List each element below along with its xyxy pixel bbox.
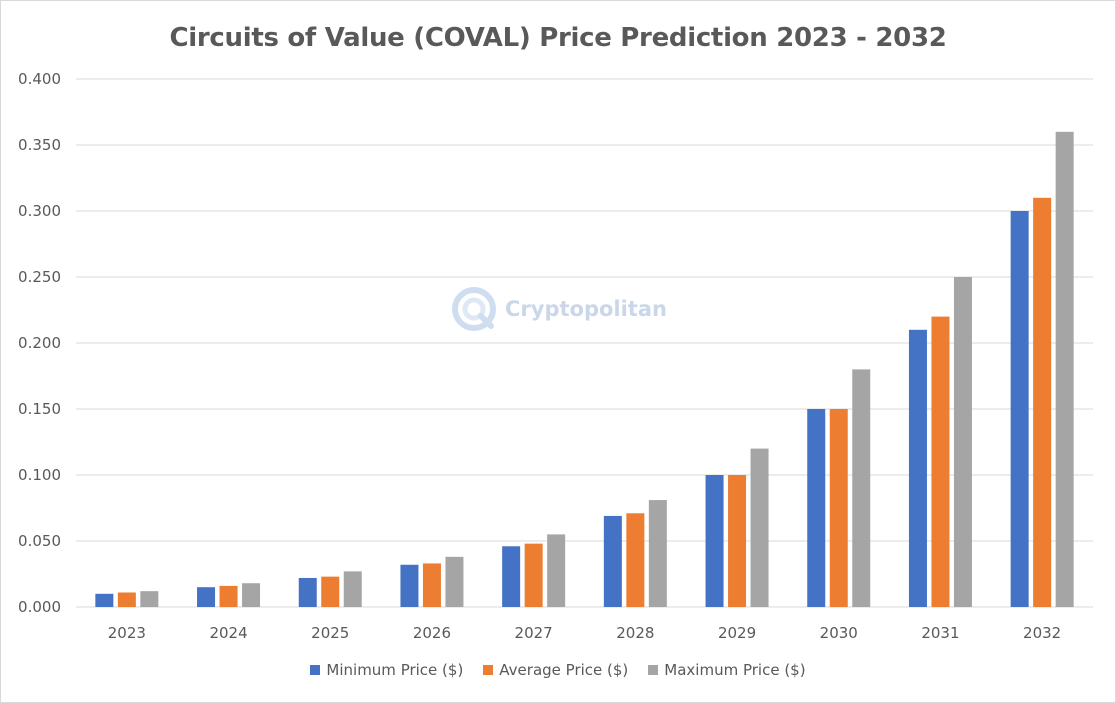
bar-2031-series-0 [908, 329, 927, 607]
legend-label: Maximum Price ($) [664, 661, 806, 679]
legend-swatch [483, 665, 494, 675]
bar-2031-series-1 [931, 316, 950, 607]
bar-2023-series-1 [117, 592, 136, 607]
y-tick-label: 0.200 [18, 334, 61, 352]
x-tick-label: 2031 [921, 624, 959, 642]
x-tick-label: 2026 [413, 624, 451, 642]
bar-2029-series-1 [728, 475, 747, 607]
bar-2032-series-0 [1010, 211, 1029, 607]
x-tick-label: 2030 [820, 624, 858, 642]
legend-swatch [648, 665, 659, 675]
legend-label: Minimum Price ($) [326, 661, 464, 679]
bar-2027-series-2 [547, 534, 566, 607]
bar-2024-series-0 [197, 587, 216, 607]
bar-2028-series-2 [648, 500, 667, 607]
watermark: Cryptopolitan [451, 286, 667, 332]
bar-2030-series-0 [807, 409, 826, 607]
y-tick-label: 0.400 [18, 70, 61, 88]
bar-2027-series-1 [524, 543, 543, 607]
bar-2030-series-2 [852, 369, 871, 607]
bar-2032-series-1 [1033, 197, 1052, 608]
y-axis-tick-labels: 0.000 0.050 0.100 0.150 0.200 0.250 0.300 0.350… [18, 70, 61, 616]
legend-item: Maximum Price ($) [648, 661, 806, 679]
legend-label: Average Price ($) [499, 661, 629, 679]
x-tick-label: 2024 [209, 624, 247, 642]
bar-2023-series-0 [95, 593, 114, 607]
watermark-text: Cryptopolitan [505, 297, 667, 321]
bar-2024-series-2 [242, 583, 261, 607]
y-tick-label: 0.000 [18, 598, 61, 616]
bar-2031-series-2 [953, 277, 972, 607]
legend-item: Minimum Price ($) [310, 661, 463, 679]
x-tick-label: 2028 [616, 624, 654, 642]
bar-2026-series-2 [445, 556, 464, 607]
bars [95, 131, 1074, 608]
bar-2025-series-2 [343, 571, 362, 607]
bar-2029-series-2 [750, 448, 769, 607]
bar-2024-series-1 [219, 585, 238, 607]
cryptopolitan-logo-icon [452, 287, 496, 331]
y-tick-label: 0.050 [18, 532, 61, 550]
x-tick-label: 2025 [311, 624, 349, 642]
legend-swatch [310, 665, 321, 675]
y-tick-label: 0.350 [18, 136, 61, 154]
y-tick-label: 0.100 [18, 466, 61, 484]
bar-2030-series-1 [829, 409, 848, 607]
legend: Minimum Price ($) Average Price ($) Maximu… [1, 661, 1115, 679]
x-axis-tick-labels: 2023 2024 2025 2026 2027 2028 2029 2030 2031 2032 [108, 624, 1061, 642]
bar-2032-series-2 [1055, 131, 1074, 608]
bar-2026-series-1 [422, 563, 441, 607]
x-tick-label: 2032 [1023, 624, 1061, 642]
y-tick-label: 0.250 [18, 268, 61, 286]
x-tick-label: 2023 [108, 624, 146, 642]
bar-2029-series-0 [705, 475, 724, 607]
bar-2028-series-0 [603, 515, 622, 607]
bar-2028-series-1 [626, 513, 645, 607]
y-tick-label: 0.150 [18, 400, 61, 418]
x-tick-label: 2029 [718, 624, 756, 642]
bar-2023-series-2 [140, 591, 159, 607]
chart-title: Circuits of Value (COVAL) Price Predicti… [169, 23, 947, 53]
legend-item: Average Price ($) [483, 661, 628, 679]
bar-2025-series-1 [321, 576, 340, 607]
bar-2025-series-0 [298, 577, 317, 607]
x-tick-label: 2027 [515, 624, 553, 642]
bar-2027-series-0 [502, 546, 521, 607]
y-tick-label: 0.300 [18, 202, 61, 220]
bar-2026-series-0 [400, 564, 419, 607]
